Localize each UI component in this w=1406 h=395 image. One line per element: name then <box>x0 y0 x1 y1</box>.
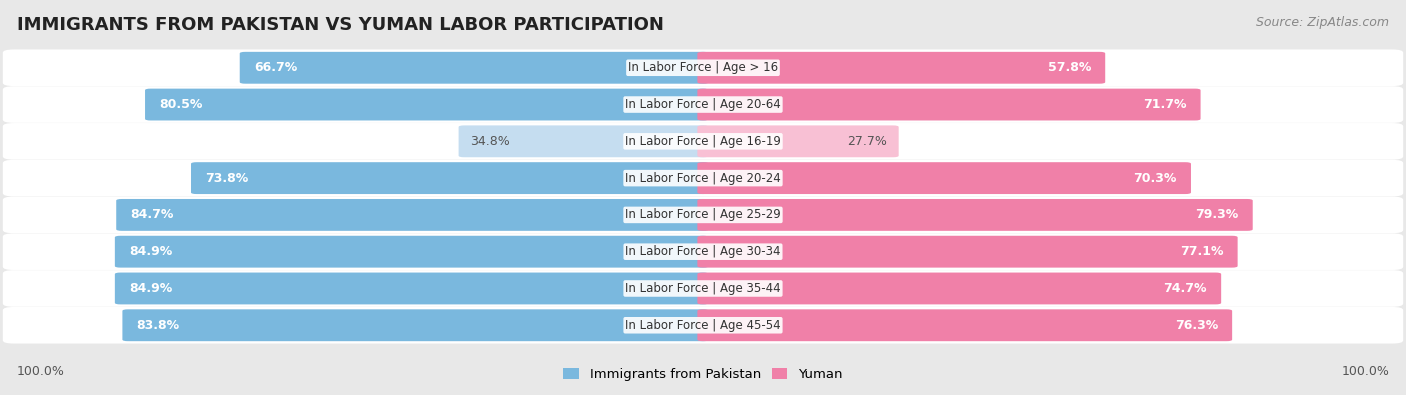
FancyBboxPatch shape <box>115 236 709 268</box>
FancyBboxPatch shape <box>117 199 709 231</box>
Text: In Labor Force | Age 20-24: In Labor Force | Age 20-24 <box>626 171 780 184</box>
FancyBboxPatch shape <box>697 236 1237 268</box>
Text: In Labor Force | Age 30-34: In Labor Force | Age 30-34 <box>626 245 780 258</box>
FancyBboxPatch shape <box>3 307 1403 344</box>
FancyBboxPatch shape <box>697 125 898 157</box>
Text: Source: ZipAtlas.com: Source: ZipAtlas.com <box>1256 16 1389 29</box>
FancyBboxPatch shape <box>697 199 1253 231</box>
Text: 66.7%: 66.7% <box>254 61 297 74</box>
FancyBboxPatch shape <box>3 160 1403 196</box>
Text: 84.9%: 84.9% <box>129 282 172 295</box>
FancyBboxPatch shape <box>3 49 1403 86</box>
Text: 34.8%: 34.8% <box>470 135 509 148</box>
Text: IMMIGRANTS FROM PAKISTAN VS YUMAN LABOR PARTICIPATION: IMMIGRANTS FROM PAKISTAN VS YUMAN LABOR … <box>17 16 664 34</box>
Text: 73.8%: 73.8% <box>205 171 249 184</box>
Text: 27.7%: 27.7% <box>848 135 887 148</box>
Text: 79.3%: 79.3% <box>1195 209 1239 222</box>
Text: In Labor Force | Age 20-64: In Labor Force | Age 20-64 <box>626 98 780 111</box>
FancyBboxPatch shape <box>697 309 1232 341</box>
Text: 70.3%: 70.3% <box>1133 171 1177 184</box>
FancyBboxPatch shape <box>3 197 1403 233</box>
Text: 84.7%: 84.7% <box>131 209 174 222</box>
Text: 80.5%: 80.5% <box>159 98 202 111</box>
Text: 76.3%: 76.3% <box>1175 319 1218 332</box>
Text: 84.9%: 84.9% <box>129 245 172 258</box>
Text: In Labor Force | Age 35-44: In Labor Force | Age 35-44 <box>626 282 780 295</box>
FancyBboxPatch shape <box>240 52 709 84</box>
FancyBboxPatch shape <box>697 273 1222 305</box>
FancyBboxPatch shape <box>115 273 709 305</box>
FancyBboxPatch shape <box>697 52 1105 84</box>
Text: In Labor Force | Age > 16: In Labor Force | Age > 16 <box>628 61 778 74</box>
FancyBboxPatch shape <box>3 270 1403 307</box>
FancyBboxPatch shape <box>122 309 709 341</box>
Text: In Labor Force | Age 25-29: In Labor Force | Age 25-29 <box>626 209 780 222</box>
FancyBboxPatch shape <box>697 162 1191 194</box>
FancyBboxPatch shape <box>697 88 1201 120</box>
FancyBboxPatch shape <box>458 125 709 157</box>
Text: 100.0%: 100.0% <box>1341 365 1389 378</box>
Legend: Immigrants from Pakistan, Yuman: Immigrants from Pakistan, Yuman <box>558 363 848 386</box>
Text: 74.7%: 74.7% <box>1164 282 1208 295</box>
Text: 57.8%: 57.8% <box>1047 61 1091 74</box>
FancyBboxPatch shape <box>191 162 709 194</box>
FancyBboxPatch shape <box>145 88 709 120</box>
Text: In Labor Force | Age 45-54: In Labor Force | Age 45-54 <box>626 319 780 332</box>
FancyBboxPatch shape <box>3 86 1403 123</box>
Text: 83.8%: 83.8% <box>136 319 180 332</box>
Text: In Labor Force | Age 16-19: In Labor Force | Age 16-19 <box>626 135 780 148</box>
FancyBboxPatch shape <box>3 233 1403 270</box>
Text: 71.7%: 71.7% <box>1143 98 1187 111</box>
Text: 100.0%: 100.0% <box>17 365 65 378</box>
Text: 77.1%: 77.1% <box>1180 245 1223 258</box>
FancyBboxPatch shape <box>3 123 1403 160</box>
